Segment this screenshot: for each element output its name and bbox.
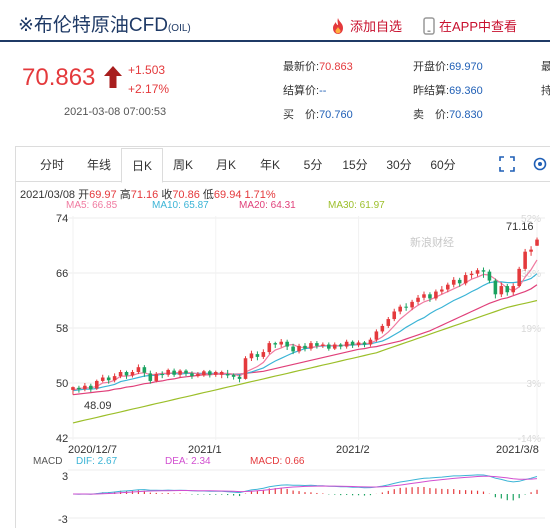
ohlc-close-label: 收 [161, 189, 173, 201]
ohlc-low: 69.94 [213, 189, 242, 201]
stat-ask-value: 70.830 [449, 109, 483, 121]
ma20-legend: MA20: 64.31 [239, 200, 296, 211]
ohlc-date: 2021/03/08 [20, 189, 76, 201]
stat-ask: 卖 价:70.830 [413, 106, 483, 122]
stat-settle: 结算价:-- [283, 82, 326, 98]
settings-icon[interactable] [532, 156, 548, 172]
stat-latest-value: 70.863 [319, 61, 353, 73]
stat-bid-label: 买 价: [283, 109, 320, 121]
macd-title: MACD [33, 456, 63, 467]
flame-icon [333, 17, 343, 34]
stat-latest: 最新价:70.863 [283, 58, 353, 74]
stat-open: 开盘价:69.970 [413, 58, 483, 74]
tab-5[interactable]: 年K [259, 158, 280, 172]
price-change: +1.503 [128, 63, 166, 77]
tab-6[interactable]: 5分 [303, 158, 323, 172]
macd-dea: DEA: 2.34 [165, 456, 211, 467]
title-text: ※布伦特原油CFD [18, 15, 168, 36]
chart-panel [15, 146, 550, 528]
period-tabs: 分时 年线 日K 周K 月K 年K 5分 15分 30分 60分 [15, 148, 550, 183]
ma5-legend: MA5: 66.85 [66, 200, 118, 211]
stat-ask-label: 卖 价: [413, 109, 450, 121]
ohlc-open: 69.97 [89, 189, 117, 201]
stat-settle-value: -- [319, 85, 327, 97]
stat-prev-settle-label: 昨结算: [413, 85, 450, 97]
stat-bid-value: 70.760 [319, 109, 353, 121]
tab-9[interactable]: 60分 [430, 158, 456, 172]
stat-latest-label: 最新价: [283, 61, 320, 73]
tab-0[interactable]: 分时 [39, 158, 64, 172]
fullscreen-icon[interactable] [499, 156, 515, 172]
ohlc-pct: 1.71% [244, 189, 276, 201]
tab-3[interactable]: 周K [172, 158, 193, 172]
ohlc-summary: 2021/03/08 开69.97 高71.16 收70.86 低69.94 1… [20, 186, 276, 202]
header-bar: ※布伦特原油CFD(OIL) 添加自选 在APP中查看 [0, 0, 550, 42]
ma10-legend: MA10: 65.87 [152, 200, 209, 211]
view-in-app-label: 在APP中查看 [439, 19, 518, 34]
macd-value: MACD: 0.66 [250, 456, 305, 467]
stat-bid: 买 价:70.760 [283, 106, 353, 122]
add-watchlist-button[interactable]: 添加自选 [330, 16, 402, 35]
stat-prev-settle: 昨结算:69.360 [413, 82, 483, 98]
stat-open-value: 69.970 [449, 61, 483, 73]
macd-dif: DIF: 2.67 [76, 456, 118, 467]
stat-cut-2: 持 [541, 85, 550, 97]
tab-7[interactable]: 15分 [342, 158, 368, 172]
stat-open-label: 开盘价: [413, 61, 450, 73]
ohlc-close: 70.86 [172, 189, 200, 201]
page-title: ※布伦特原油CFD(OIL) [18, 10, 191, 37]
ohlc-high: 71.16 [130, 189, 159, 201]
tab-4[interactable]: 月K [215, 158, 236, 172]
phone-icon [423, 16, 435, 35]
current-price: 70.863 [22, 64, 96, 91]
stat-settle-label: 结算价: [283, 85, 320, 97]
tab-8[interactable]: 30分 [386, 158, 412, 172]
price-change-pct: +2.17% [128, 82, 170, 96]
ohlc-low-label: 低 [202, 189, 214, 201]
quote-datetime: 2021-03-08 07:00:53 [64, 106, 167, 118]
up-arrow-icon [104, 66, 122, 88]
stat-prev-settle-value: 69.360 [449, 85, 483, 97]
tab-1[interactable]: 年线 [86, 158, 111, 172]
ohlc-open-label: 开 [78, 189, 90, 201]
ma30-legend: MA30: 61.97 [328, 200, 385, 211]
ohlc-high-label: 高 [119, 189, 131, 201]
add-watchlist-label: 添加自选 [350, 19, 403, 34]
tab-2[interactable]: 日K [121, 148, 163, 183]
tab-divider [15, 181, 550, 182]
view-in-app-button[interactable]: 在APP中查看 [423, 16, 517, 35]
title-code: (OIL) [167, 23, 191, 34]
stat-cut-1: 最 [541, 61, 550, 73]
